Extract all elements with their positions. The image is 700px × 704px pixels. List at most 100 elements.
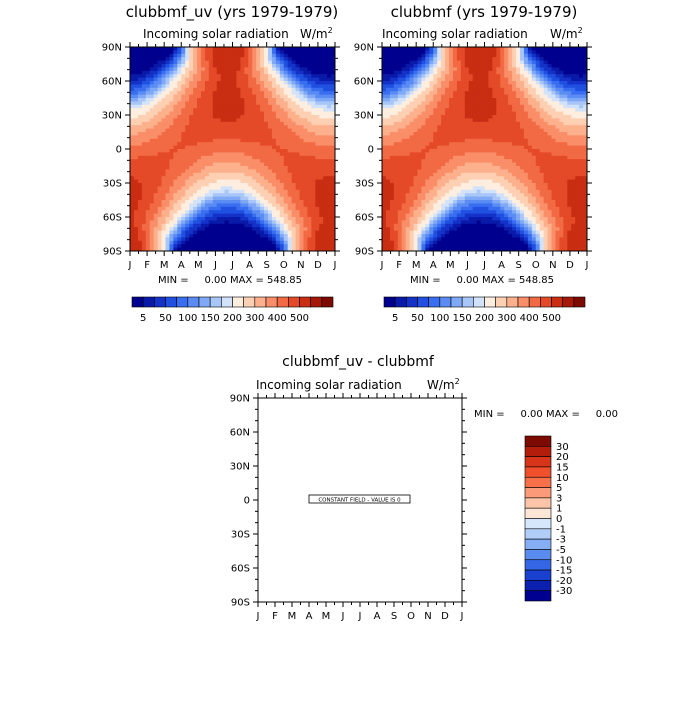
field-cell bbox=[500, 95, 504, 99]
field-cell bbox=[217, 95, 221, 99]
field-cell bbox=[417, 47, 421, 51]
field-cell bbox=[158, 146, 162, 150]
field-cell bbox=[256, 217, 260, 221]
field-cell bbox=[201, 152, 205, 156]
field-cell bbox=[481, 108, 485, 112]
field-cell bbox=[197, 173, 201, 177]
field-cell bbox=[410, 57, 414, 61]
colorbar-label: 400 bbox=[268, 313, 287, 324]
field-cell bbox=[402, 149, 406, 153]
field-cell bbox=[142, 176, 146, 180]
field-cell bbox=[268, 176, 272, 180]
field-cell bbox=[225, 54, 229, 58]
field-cell bbox=[516, 74, 520, 78]
field-cell bbox=[213, 91, 217, 95]
field-cell bbox=[217, 132, 221, 136]
field-cell bbox=[311, 78, 315, 82]
field-cell bbox=[477, 54, 481, 58]
field-cell bbox=[300, 180, 304, 184]
field-cell bbox=[173, 98, 177, 102]
field-cell bbox=[296, 163, 300, 167]
field-cell bbox=[563, 115, 567, 119]
field-cell bbox=[162, 115, 166, 119]
field-cell bbox=[209, 146, 213, 150]
field-cell bbox=[146, 129, 150, 133]
field-cell bbox=[292, 47, 296, 51]
field-cell bbox=[394, 61, 398, 65]
field-cell bbox=[406, 67, 410, 71]
field-cell bbox=[528, 81, 532, 85]
field-cell bbox=[236, 166, 240, 170]
field-cell bbox=[158, 105, 162, 109]
field-cell bbox=[197, 210, 201, 214]
field-cell bbox=[307, 156, 311, 160]
field-cell bbox=[248, 84, 252, 88]
field-cell bbox=[162, 61, 166, 65]
field-cell bbox=[327, 200, 331, 204]
field-cell bbox=[445, 91, 449, 95]
field-cell bbox=[296, 231, 300, 235]
field-cell bbox=[165, 176, 169, 180]
field-cell bbox=[248, 54, 252, 58]
field-cell bbox=[524, 71, 528, 75]
field-cell bbox=[300, 217, 304, 221]
field-cell bbox=[260, 200, 264, 204]
field-cell bbox=[229, 112, 233, 116]
field-cell bbox=[256, 152, 260, 156]
field-cell bbox=[555, 54, 559, 58]
field-cell bbox=[264, 129, 268, 133]
field-cell bbox=[441, 67, 445, 71]
field-cell bbox=[394, 74, 398, 78]
field-cell bbox=[504, 149, 508, 153]
field-cell bbox=[217, 193, 221, 197]
field-cell bbox=[197, 237, 201, 241]
field-cell bbox=[233, 54, 237, 58]
field-cell bbox=[268, 183, 272, 187]
field-cell bbox=[315, 57, 319, 61]
field-cell bbox=[394, 95, 398, 99]
field-cell bbox=[425, 132, 429, 136]
field-cell bbox=[173, 74, 177, 78]
field-cell bbox=[201, 244, 205, 248]
field-cell bbox=[233, 227, 237, 231]
field-cell bbox=[296, 193, 300, 197]
field-cell bbox=[158, 139, 162, 143]
field-cell bbox=[445, 132, 449, 136]
field-cell bbox=[264, 203, 268, 207]
field-cell bbox=[185, 163, 189, 167]
field-cell bbox=[205, 224, 209, 228]
field-cell bbox=[453, 47, 457, 51]
field-cell bbox=[169, 125, 173, 129]
field-cell bbox=[229, 74, 233, 78]
field-cell bbox=[201, 231, 205, 235]
field-cell bbox=[248, 203, 252, 207]
field-cell bbox=[496, 108, 500, 112]
field-cell bbox=[197, 227, 201, 231]
field-cell bbox=[288, 112, 292, 116]
field-cell bbox=[544, 50, 548, 54]
field-cell bbox=[288, 176, 292, 180]
field-cell bbox=[142, 84, 146, 88]
field-cell bbox=[146, 190, 150, 194]
field-cell bbox=[386, 152, 390, 156]
field-cell bbox=[213, 146, 217, 150]
field-cell bbox=[528, 156, 532, 160]
field-cell bbox=[225, 105, 229, 109]
field-cell bbox=[150, 108, 154, 112]
field-cell bbox=[303, 129, 307, 133]
field-cell bbox=[579, 91, 583, 95]
field-cell bbox=[221, 101, 225, 105]
field-cell bbox=[528, 139, 532, 143]
field-cell bbox=[528, 61, 532, 65]
field-cell bbox=[292, 122, 296, 126]
field-cell bbox=[323, 129, 327, 133]
field-cell bbox=[524, 81, 528, 85]
field-cell bbox=[311, 50, 315, 54]
field-cell bbox=[150, 125, 154, 129]
field-cell bbox=[248, 220, 252, 224]
field-cell bbox=[193, 180, 197, 184]
field-cell bbox=[516, 54, 520, 58]
field-cell bbox=[453, 67, 457, 71]
field-cell bbox=[169, 186, 173, 190]
field-cell bbox=[488, 47, 492, 51]
